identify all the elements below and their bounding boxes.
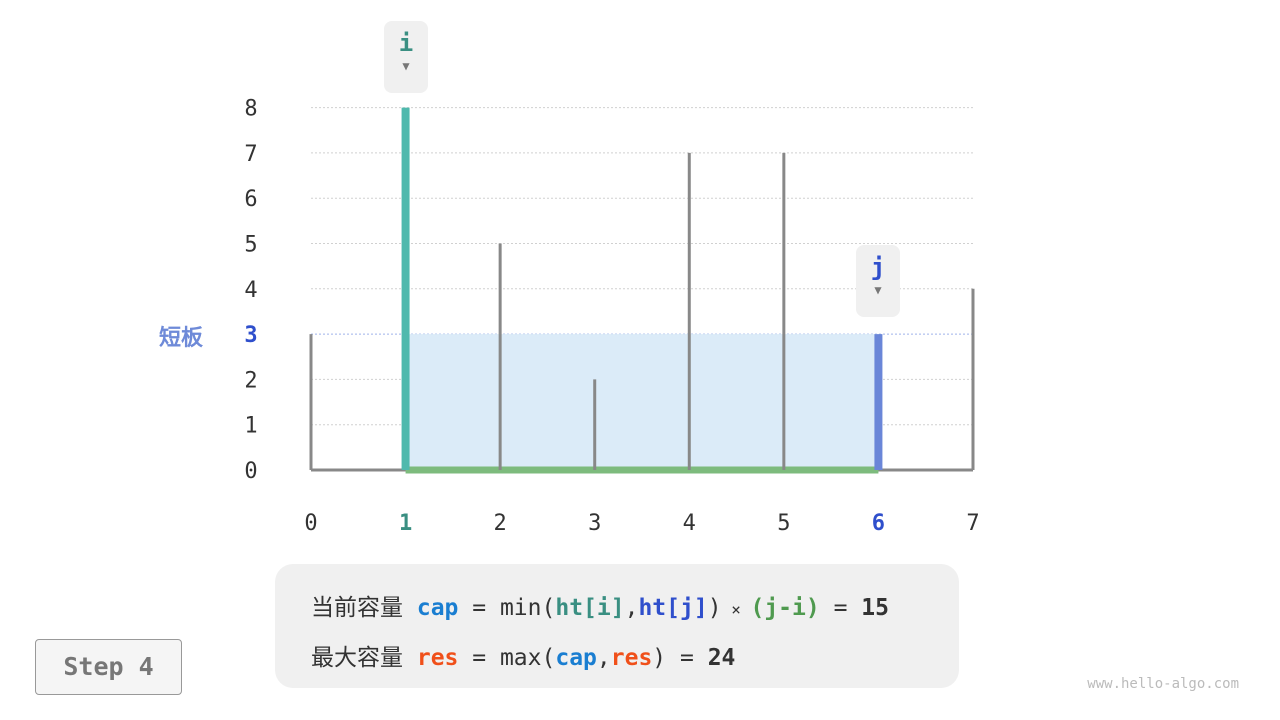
y-tick-label: 1 bbox=[244, 414, 257, 439]
y-tick-label: 6 bbox=[244, 187, 257, 212]
arrow-down-icon: ▼ bbox=[402, 59, 410, 73]
width-term: (j-i) bbox=[750, 595, 820, 621]
x-tick-label: 5 bbox=[777, 511, 790, 536]
cap-result: 15 bbox=[861, 595, 889, 621]
res-var: res bbox=[416, 645, 459, 671]
res-result: 24 bbox=[707, 645, 736, 671]
eq: = bbox=[666, 645, 708, 671]
formula-panel: 当前容量 cap = min(ht[i],ht[j]) × (j-i) = 15… bbox=[275, 564, 959, 688]
cap-label: 当前容量 bbox=[311, 595, 403, 621]
eq: = bbox=[458, 645, 500, 671]
water-area bbox=[405, 334, 879, 470]
x-tick-label: 1 bbox=[399, 511, 412, 536]
pointer-j-label: j bbox=[870, 253, 886, 281]
cap-ref: cap bbox=[555, 645, 597, 671]
y-tick-label: 5 bbox=[244, 233, 257, 258]
y-tick-label: 3 bbox=[244, 323, 257, 348]
eq: = bbox=[819, 595, 862, 621]
fn: max( bbox=[499, 645, 556, 671]
paren: ) bbox=[707, 595, 722, 621]
watermark: www.hello-algo.com bbox=[1087, 676, 1239, 692]
pointer-j: j ▼ bbox=[856, 245, 900, 317]
pointer-i-label: i bbox=[398, 29, 414, 57]
y-tick-label: 7 bbox=[244, 142, 257, 167]
short-board-label: 短板 bbox=[159, 326, 204, 351]
arrow-down-icon: ▼ bbox=[874, 283, 882, 297]
y-tick-label: 0 bbox=[244, 459, 257, 484]
ht-j: ht[j] bbox=[638, 595, 708, 621]
eq: = bbox=[458, 595, 500, 621]
x-tick-label: 3 bbox=[588, 511, 601, 536]
step-button[interactable]: Step 4 bbox=[35, 639, 182, 695]
y-tick-label: 8 bbox=[244, 97, 257, 122]
res-label: 最大容量 bbox=[311, 645, 403, 671]
y-tick-label: 2 bbox=[244, 368, 257, 393]
x-tick-label: 2 bbox=[494, 511, 507, 536]
x-tick-label: 6 bbox=[872, 511, 885, 536]
x-tick-label: 0 bbox=[304, 511, 317, 536]
x-tick-label: 4 bbox=[683, 511, 696, 536]
y-tick-label: 4 bbox=[244, 278, 257, 303]
formula-cap: 当前容量 cap = min(ht[i],ht[j]) × (j-i) = 15 bbox=[311, 588, 889, 622]
comma: , bbox=[596, 645, 611, 671]
fn: min( bbox=[499, 595, 556, 621]
res-ref: res bbox=[610, 645, 653, 671]
x-tick-label: 7 bbox=[966, 511, 979, 536]
times: × bbox=[721, 600, 751, 619]
comma: , bbox=[624, 595, 639, 621]
paren: ) bbox=[652, 645, 667, 671]
ht-i: ht[i] bbox=[555, 595, 625, 621]
pointer-i: i ▼ bbox=[384, 21, 428, 93]
cap-var: cap bbox=[416, 595, 459, 621]
formula-res: 最大容量 res = max(cap,res) = 24 bbox=[311, 638, 735, 672]
